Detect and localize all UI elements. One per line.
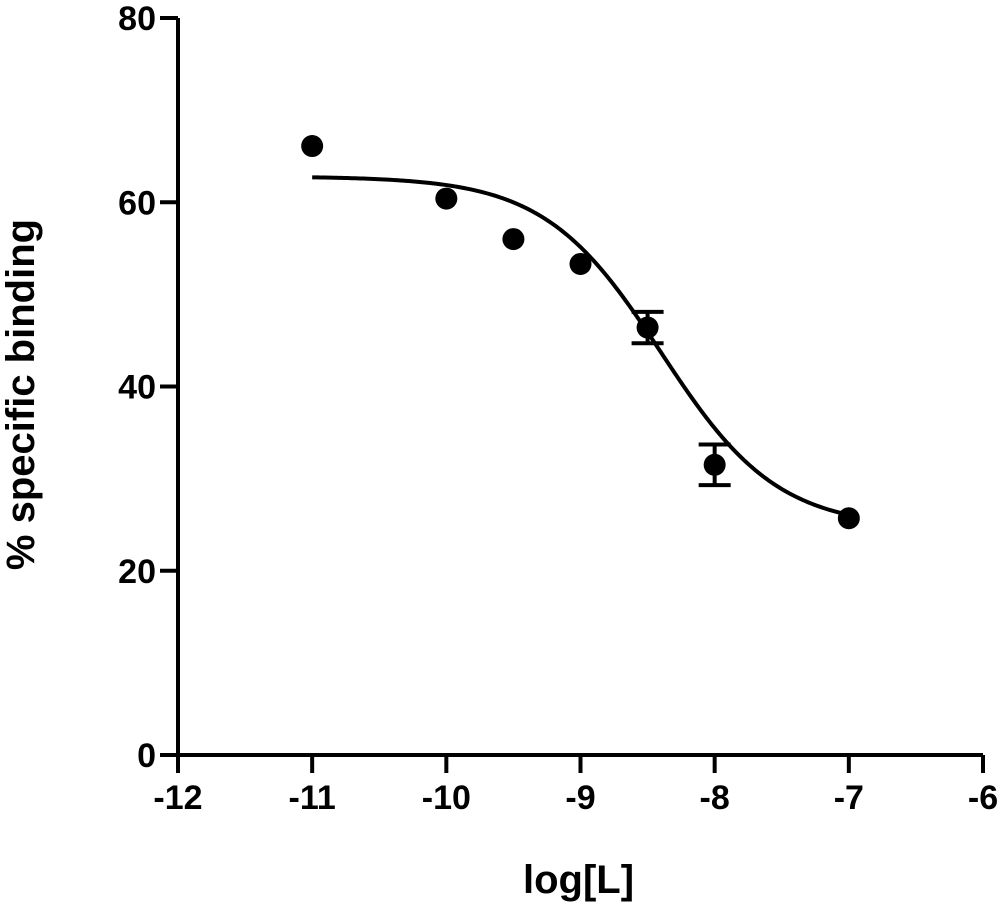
data-points [301, 135, 860, 530]
fit-curve [312, 175, 850, 517]
data-point [435, 187, 458, 210]
x-tick-label: -10 [422, 779, 471, 817]
data-point [301, 135, 324, 158]
x-tick-label: -12 [153, 779, 202, 817]
data-point [837, 507, 860, 530]
x-tick-label: -6 [968, 779, 998, 817]
x-tick-label: -8 [700, 779, 730, 817]
y-tick-label: 0 [137, 737, 156, 775]
x-tick-label: -11 [289, 779, 336, 817]
y-axis-title: % specific binding [0, 219, 43, 570]
data-point [569, 252, 592, 275]
data-point [502, 228, 525, 251]
x-tick-label: -7 [834, 779, 864, 817]
y-tick-label: 40 [118, 369, 156, 407]
y-tick-label: 60 [118, 184, 156, 222]
x-axis-title: log[L] [523, 858, 634, 902]
y-tick-label: 80 [118, 0, 156, 38]
x-ticks: -12 -11 -10 -9 -8 -7 -6 [153, 755, 998, 817]
data-point [703, 453, 726, 476]
x-tick-label: -9 [565, 779, 595, 817]
y-tick-label: 20 [118, 553, 156, 591]
y-ticks: 0 20 40 60 80 [118, 0, 178, 775]
data-point [636, 316, 659, 339]
axes [176, 18, 983, 757]
